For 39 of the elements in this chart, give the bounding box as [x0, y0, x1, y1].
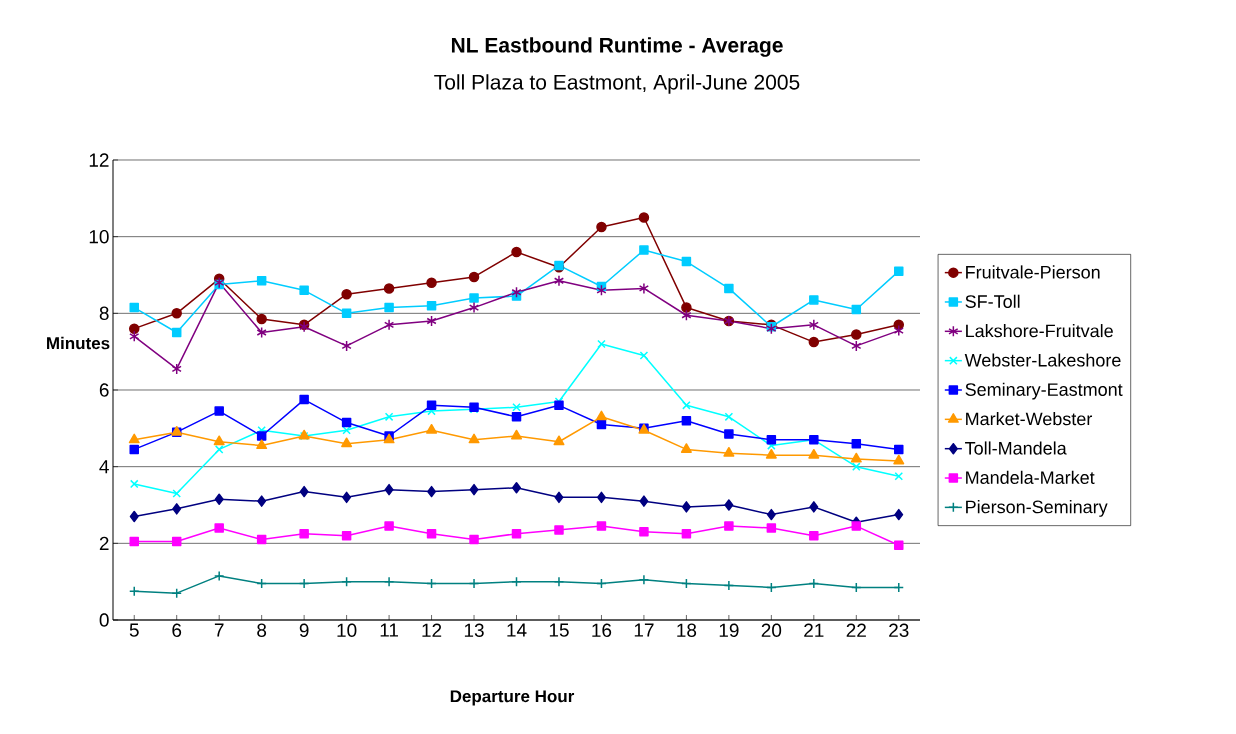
x-tick-label: 17 [634, 623, 654, 637]
x-tick-label: 7 [214, 623, 224, 637]
y-tick-label: 12 [89, 153, 109, 167]
x-tick-label: 15 [549, 623, 569, 637]
x-tick-label: 21 [804, 623, 824, 637]
x-tick-label: 11 [380, 623, 399, 637]
y-tick-label: 8 [99, 306, 109, 321]
x-tick-label: 23 [889, 623, 909, 637]
x-tick-label: 18 [677, 623, 697, 637]
x-tick-label: 19 [719, 623, 739, 637]
y-tick-label: 10 [89, 229, 109, 244]
legend-label: Market-Webster [966, 412, 1093, 426]
x-tick-label: 8 [257, 623, 267, 637]
legend-label: Fruitvale-Pierson [966, 265, 1100, 279]
x-tick-label: 12 [422, 623, 442, 637]
legend-label: Lakshore-Fruitvale [966, 324, 1113, 338]
x-tick-label: 13 [464, 623, 484, 637]
y-tick-label: 4 [99, 460, 109, 474]
x-tick-label: 20 [761, 623, 782, 637]
x-tick-label: 6 [172, 623, 182, 637]
x-tick-label: 10 [337, 623, 357, 637]
x-axis-title: Departure Hour [450, 690, 575, 706]
y-tick-label: 0 [99, 613, 109, 627]
chart-subtitle: Toll Plaza to Eastmont, April-June 2005 [434, 74, 800, 94]
chart-title: NL Eastbound Runtime - Average [451, 37, 783, 57]
x-tick-label: 14 [507, 623, 527, 637]
legend-label: SF-Toll [965, 294, 1020, 308]
legend-label: Mandela-Market [966, 470, 1095, 484]
y-tick-label: 6 [99, 383, 109, 397]
x-tick-label: 9 [299, 623, 309, 637]
y-axis-title: Minutes [47, 336, 110, 350]
y-tick-label: 2 [99, 536, 109, 550]
legend-label: Webster-Lakeshore [964, 353, 1121, 367]
x-tick-label: 5 [129, 623, 139, 637]
legend-label: Toll-Mandela [965, 441, 1067, 455]
x-tick-label: 22 [846, 623, 866, 637]
x-tick-label: 16 [592, 623, 612, 637]
legend-label: Seminary-Eastmont [965, 382, 1123, 400]
legend-label: Pierson-Seminary [966, 500, 1108, 517]
